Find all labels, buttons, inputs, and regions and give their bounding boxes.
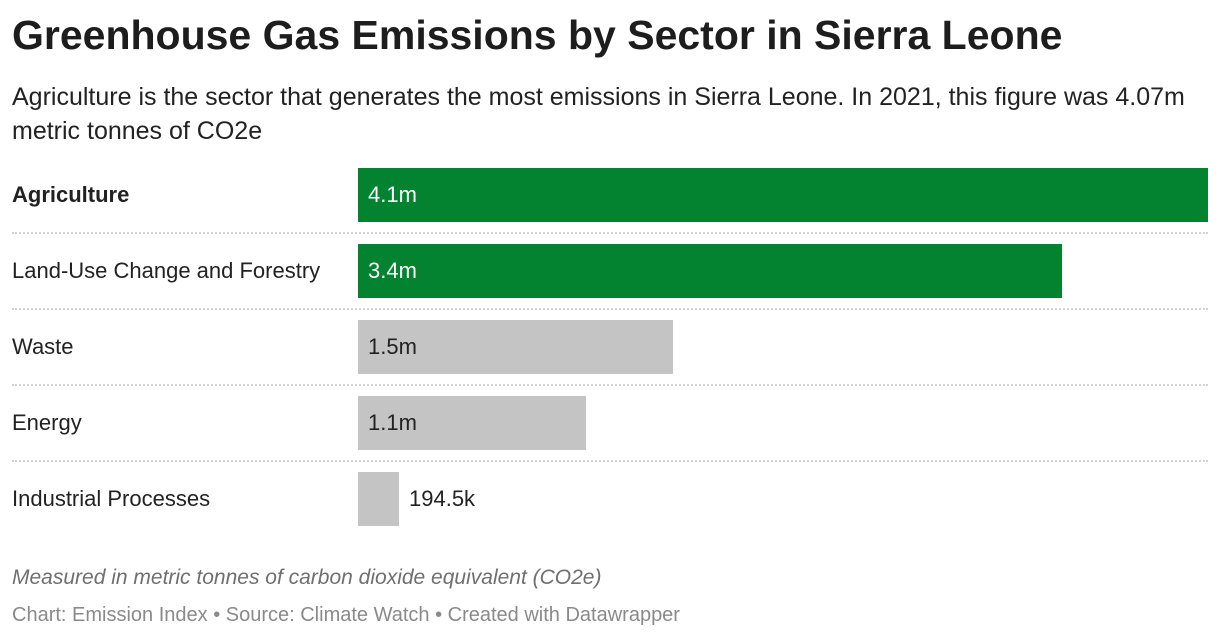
category-label: Waste [12, 334, 74, 359]
bar-row: Industrial Processes 194.5k [12, 472, 1208, 526]
row-separator [12, 384, 1208, 386]
bar [358, 472, 399, 526]
bar-chart: Agriculture 4.1m Land-Use Change and Fores… [12, 168, 1208, 540]
value-label: 194.5k [409, 486, 476, 511]
bar-row: Energy 1.1m [12, 396, 1208, 450]
chart-notes: Measured in metric tonnes of carbon diox… [12, 566, 602, 589]
bar [358, 244, 1062, 298]
category-label: Agriculture [12, 182, 130, 207]
bar-row: Land-Use Change and Forestry 3.4m [12, 244, 1208, 298]
value-label: 4.1m [368, 182, 417, 207]
row-separator [12, 460, 1208, 462]
bar-row: Agriculture 4.1m [12, 168, 1208, 222]
chart-footer: Chart: Emission Index • Source: Climate … [12, 604, 680, 626]
category-label: Industrial Processes [12, 486, 211, 511]
row-separator [12, 308, 1208, 310]
category-label: Energy [12, 410, 82, 435]
chart-title: Greenhouse Gas Emissions by Sector in Si… [12, 12, 1063, 58]
bar-row: Waste 1.5m [12, 320, 1208, 374]
value-label: 1.1m [368, 410, 417, 435]
chart-subtitle: Agriculture is the sector that generates… [12, 83, 1185, 145]
value-label: 1.5m [368, 334, 417, 359]
bar [358, 168, 1208, 222]
bar [358, 396, 586, 450]
bar [358, 320, 673, 374]
value-label: 3.4m [368, 258, 417, 283]
category-label: Land-Use Change and Forestry [12, 258, 321, 283]
row-separator [12, 232, 1208, 234]
